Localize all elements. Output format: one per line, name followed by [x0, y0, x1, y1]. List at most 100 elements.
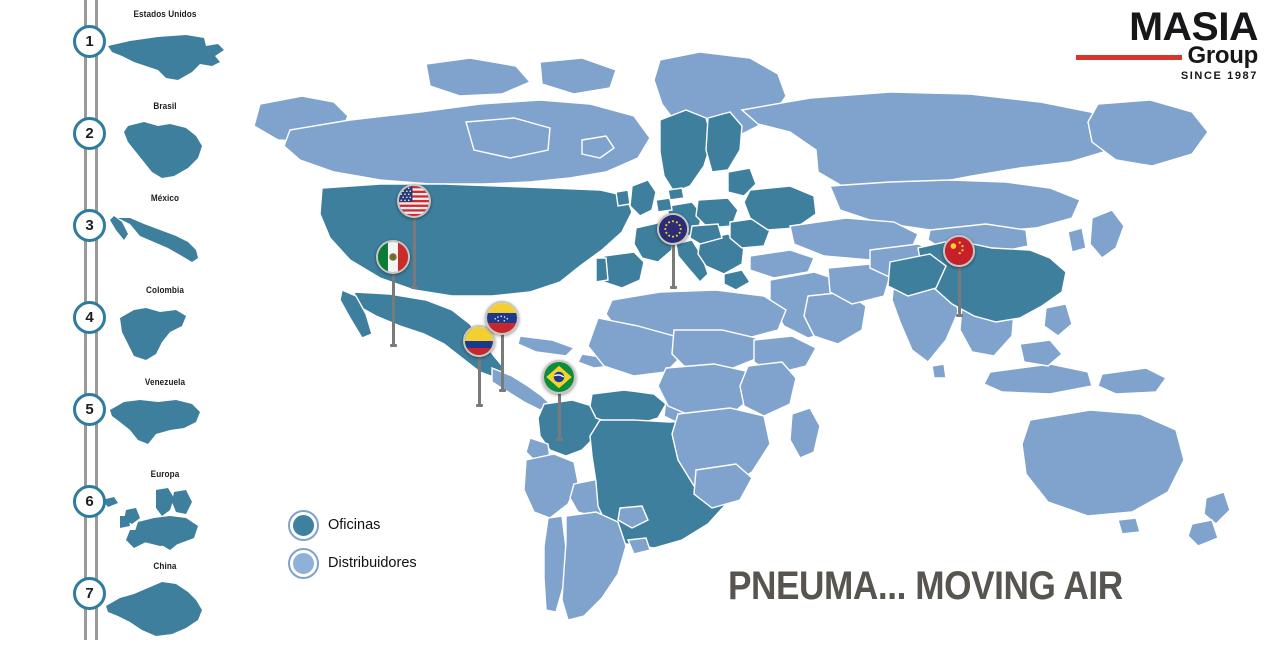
legend-label: Distribuidores: [328, 555, 417, 571]
country-timeline-sidebar: Estados Unidos 1 Brasil 2 México 3 Colom…: [0, 0, 230, 640]
tagline: PNEUMA... MOVING AIR: [728, 564, 1123, 608]
legend-row-distribuidores: Distribuidores: [288, 546, 417, 580]
region-iceland: [581, 135, 615, 159]
region-china-west: [887, 253, 947, 297]
europe-shape-icon: [100, 483, 230, 555]
region-denmark: [667, 187, 685, 201]
region-mexico-baja: [339, 289, 373, 339]
region-east-africa: [739, 361, 797, 417]
region-colombia: [537, 399, 601, 457]
region-czech-austria: [689, 223, 723, 245]
timeline-badge-7[interactable]: 7: [73, 577, 106, 610]
sidebar-item-label: China: [153, 561, 177, 572]
region-italy: [675, 239, 709, 284]
timeline-badge-1[interactable]: 1: [73, 25, 106, 58]
flag-europe-icon: [657, 213, 689, 245]
timeline-badge-2[interactable]: 2: [73, 117, 106, 150]
region-madagascar: [789, 407, 821, 459]
masia-group-logo: MASIA Group SINCE 1987: [1076, 7, 1259, 82]
pin-stick: [411, 216, 417, 289]
region-ireland: [615, 189, 631, 207]
region-benelux: [655, 197, 673, 213]
region-south-africa: [693, 463, 753, 509]
region-canada-islands-2: [539, 57, 617, 95]
region-philippines: [1043, 303, 1073, 337]
map-legend: Oficinas Distribuidores: [288, 508, 417, 584]
sidebar-item-europa[interactable]: Europa 6: [0, 469, 230, 576]
sidebar-item-china[interactable]: China 7: [0, 561, 230, 668]
region-new-zealand: [1203, 491, 1231, 525]
logo-since-text: SINCE 1987: [1180, 70, 1258, 82]
timeline-badge-4[interactable]: 4: [73, 301, 106, 334]
sidebar-item-venezuela[interactable]: Venezuela 5: [0, 377, 230, 484]
sidebar-item-label: Brasil: [153, 101, 177, 112]
flag-china-icon: [943, 235, 975, 267]
region-greece: [723, 269, 751, 291]
region-turkey: [749, 249, 815, 279]
region-indonesia: [983, 363, 1093, 395]
region-finland: [705, 111, 743, 173]
region-australia: [1021, 409, 1185, 517]
china-shape-icon: [100, 575, 230, 647]
region-sri-lanka: [931, 363, 947, 379]
sidebar-item-mexico[interactable]: México 3: [0, 193, 230, 300]
region-argentina: [561, 511, 627, 621]
distributor-dot-icon: [288, 547, 319, 579]
region-japan: [1089, 209, 1125, 259]
region-new-guinea: [1097, 367, 1168, 395]
brazil-shape-icon: [100, 115, 230, 187]
pin-stick: [670, 244, 676, 289]
sidebar-item-label: Colombia: [146, 285, 184, 296]
region-russia: [740, 91, 1132, 189]
region-uk: [629, 179, 657, 217]
colombia-shape-icon: [100, 299, 230, 371]
logo-red-bar: [1076, 55, 1182, 60]
region-united-states: [319, 183, 633, 297]
timeline-badge-3[interactable]: 3: [73, 209, 106, 242]
region-cuba: [517, 335, 576, 357]
region-portugal: [595, 257, 609, 283]
region-uruguay: [626, 537, 651, 555]
region-paraguay: [617, 505, 649, 529]
region-chile: [543, 515, 567, 613]
region-canada-islands: [425, 57, 532, 97]
sidebar-item-label: Estados Unidos: [133, 9, 197, 20]
flag-brazil-icon: [542, 360, 576, 394]
region-korea: [1067, 227, 1087, 253]
flag-venezuela-icon: [485, 301, 519, 335]
pin-stick: [556, 392, 562, 441]
region-tasmania: [1117, 517, 1141, 535]
legend-row-oficinas: Oficinas: [288, 508, 417, 542]
office-dot-icon: [288, 509, 319, 541]
flag-usa-icon: [397, 184, 431, 218]
world-map: .c{fill:#7fa3cc;stroke:#ffffff;stroke-wi…: [230, 0, 1280, 640]
region-hudson-bay-land: [465, 117, 551, 159]
sidebar-item-colombia[interactable]: Colombia 4: [0, 285, 230, 392]
mexico-shape-icon: [100, 207, 230, 279]
region-scandinavia: [659, 109, 713, 193]
pin-stick: [499, 333, 505, 392]
sidebar-item-label: México: [150, 193, 180, 204]
venezuela-shape-icon: [100, 391, 230, 463]
logo-subword: Group: [1187, 42, 1259, 69]
pin-stick: [476, 356, 482, 407]
sidebar-item-label: Europa: [150, 469, 180, 480]
pin-stick: [390, 272, 396, 347]
timeline-badge-5[interactable]: 5: [73, 393, 106, 426]
sidebar-item-brasil[interactable]: Brasil 2: [0, 101, 230, 208]
region-russia-east: [1087, 99, 1209, 167]
usa-shape-icon: [100, 23, 230, 95]
sidebar-item-label: Venezuela: [144, 377, 186, 388]
logo-wordmark: MASIA: [1129, 5, 1258, 49]
region-peru: [523, 453, 579, 519]
region-new-zealand-south: [1187, 519, 1219, 547]
sidebar-item-estados-unidos[interactable]: Estados Unidos 1: [0, 9, 230, 116]
region-borneo: [1019, 339, 1063, 367]
timeline-badge-6[interactable]: 6: [73, 485, 106, 518]
legend-label: Oficinas: [328, 517, 381, 533]
flag-mexico-icon: [376, 240, 410, 274]
region-venezuela: [589, 389, 667, 425]
world-presence-map-slide: .c{fill:#7fa3cc;stroke:#ffffff;stroke-wi…: [0, 0, 1280, 640]
pin-stick: [956, 266, 962, 317]
flag-colombia-icon: [463, 325, 495, 357]
